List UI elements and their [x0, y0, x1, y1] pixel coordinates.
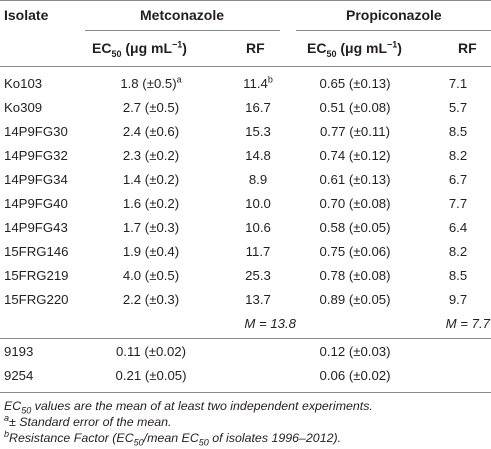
met-rf-cell: 11.7 [245, 244, 271, 259]
means-row: M = 13.8 M = 7.7 [0, 315, 491, 339]
metconazole-header: Metconazole [140, 7, 225, 23]
pro-ec50-cell: 0.74 (±0.12) [319, 148, 391, 163]
met-rf-cell: 13.7 [245, 292, 271, 307]
isolate-cell: 9254 [4, 368, 34, 383]
pro-rf-cell: 7.7 [448, 196, 468, 211]
met-ec50-cell: 2.7 (±0.5) [122, 100, 180, 115]
isolate-cell: 14P9FG40 [4, 196, 68, 211]
pro-rf-cell: 5.7 [448, 100, 468, 115]
pro-rf-cell: 8.2 [448, 244, 468, 259]
met-rf-cell: 11.4b [243, 74, 273, 91]
table-row: 14P9FG43 1.7 (±0.3) 10.6 0.58 (±0.05) 6.4 [0, 219, 491, 243]
table-row: 9193 0.11 (±0.02) 0.12 (±0.03) [0, 343, 491, 367]
pro-rf-cell: 9.7 [448, 292, 468, 307]
met-ec50-cell: 1.7 (±0.3) [122, 220, 180, 235]
pro-ec50-cell: 0.70 (±0.08) [319, 196, 391, 211]
table-row: 14P9FG32 2.3 (±0.2) 14.8 0.74 (±0.12) 8.2 [0, 147, 491, 171]
pro-ec50-cell: 0.89 (±0.05) [319, 292, 391, 307]
header-bottom-rule [0, 66, 491, 67]
table-row: 14P9FG40 1.6 (±0.2) 10.0 0.70 (±0.08) 7.7 [0, 195, 491, 219]
met-ec50-cell: 1.6 (±0.2) [122, 196, 180, 211]
met-ec50-cell: 0.21 (±0.05) [115, 368, 187, 383]
header-row-2: EC50 (μg mL−1) RF EC50 (μg mL−1) RF [0, 39, 491, 63]
table-row: 14P9FG30 2.4 (±0.6) 15.3 0.77 (±0.11) 8.5 [0, 123, 491, 147]
pro-ec50-cell: 0.75 (±0.06) [319, 244, 391, 259]
isolate-cell: Ko103 [4, 76, 43, 91]
isolate-cell: 9193 [4, 344, 34, 359]
met-ec50-cell: 2.2 (±0.3) [122, 292, 180, 307]
met-rf-cell: 15.3 [245, 124, 271, 139]
pro-ec50-cell: 0.77 (±0.11) [319, 124, 391, 139]
met-mean: M = 13.8 [244, 316, 296, 331]
isolate-cell: 14P9FG32 [4, 148, 68, 163]
met-rf-header: RF [246, 40, 265, 56]
met-rf-cell: 10.0 [245, 196, 271, 211]
table-bottom-rule [0, 392, 491, 393]
met-ec50-cell: 2.4 (±0.6) [122, 124, 180, 139]
met-rf-cell: 10.6 [245, 220, 271, 235]
met-ec50-header: EC50 (μg mL−1) [92, 39, 187, 59]
table-row: 9254 0.21 (±0.05) 0.06 (±0.02) [0, 367, 491, 391]
propiconazole-header: Propiconazole [346, 7, 442, 23]
isolate-cell: 14P9FG34 [4, 172, 68, 187]
top-rule [0, 0, 491, 1]
met-ec50-cell: 2.3 (±0.2) [122, 148, 180, 163]
isolate-cell: 14P9FG30 [4, 124, 68, 139]
pro-mean: M = 7.7 [445, 316, 490, 331]
header-row-1: Isolate Metconazole Propiconazole [0, 6, 491, 30]
isolate-cell: 15FRG146 [4, 244, 69, 259]
table-row: 15FRG146 1.9 (±0.4) 11.7 0.75 (±0.06) 8.2 [0, 243, 491, 267]
table-row: 15FRG220 2.2 (±0.3) 13.7 0.89 (±0.05) 9.7 [0, 291, 491, 315]
met-rf-cell: 16.7 [245, 100, 271, 115]
isolate-cell: 15FRG220 [4, 292, 69, 307]
pro-rf-cell: 8.2 [448, 148, 468, 163]
met-ec50-cell: 4.0 (±0.5) [122, 268, 180, 283]
footnote-ec50: EC50 values are the mean of at least two… [4, 399, 373, 416]
met-ec50-cell: 1.9 (±0.4) [122, 244, 180, 259]
table-row: Ko103 1.8 (±0.5)a 11.4b 0.65 (±0.13) 7.1 [0, 75, 491, 99]
pro-ec50-header: EC50 (μg mL−1) [307, 39, 402, 59]
pro-rf-cell: 6.7 [448, 172, 468, 187]
pro-ec50-cell: 0.06 (±0.02) [319, 368, 391, 383]
pro-rf-cell: 6.4 [448, 220, 468, 235]
pro-ec50-cell: 0.12 (±0.03) [319, 344, 391, 359]
met-ec50-cell: 1.8 (±0.5)a [120, 74, 182, 91]
pro-ec50-cell: 0.78 (±0.08) [319, 268, 391, 283]
footnote-a: a± Standard error of the mean. [4, 412, 172, 429]
met-ec50-cell: 0.11 (±0.02) [115, 344, 187, 359]
met-ec50-cell: 1.4 (±0.2) [122, 172, 180, 187]
pro-rf-cell: 8.5 [448, 124, 468, 139]
pro-ec50-cell: 0.61 (±0.13) [319, 172, 391, 187]
pro-rf-cell: 7.1 [448, 76, 468, 91]
met-rf-cell: 14.8 [245, 148, 271, 163]
isolate-cell: 15FRG219 [4, 268, 69, 283]
table-row: 15FRG219 4.0 (±0.5) 25.3 0.78 (±0.08) 8.5 [0, 267, 491, 291]
means-rule [0, 338, 491, 339]
pro-rf-header: RF [458, 40, 477, 56]
pro-rf-cell: 8.5 [448, 268, 468, 283]
isolate-header: Isolate [4, 7, 49, 23]
pro-ec50-cell: 0.51 (±0.08) [319, 100, 391, 115]
footnote-b: bResistance Factor (EC50/mean EC50 of is… [4, 428, 342, 448]
pro-ec50-cell: 0.58 (±0.05) [319, 220, 391, 235]
pro-ec50-cell: 0.65 (±0.13) [319, 76, 391, 91]
isolate-cell: 14P9FG43 [4, 220, 68, 235]
table-row: 14P9FG34 1.4 (±0.2) 8.9 0.61 (±0.13) 6.7 [0, 171, 491, 195]
metconazole-group-rule [85, 30, 280, 31]
met-rf-cell: 25.3 [245, 268, 271, 283]
propiconazole-group-rule [296, 30, 491, 31]
met-rf-cell: 8.9 [248, 172, 268, 187]
table-row: Ko309 2.7 (±0.5) 16.7 0.51 (±0.08) 5.7 [0, 99, 491, 123]
isolate-cell: Ko309 [4, 100, 43, 115]
